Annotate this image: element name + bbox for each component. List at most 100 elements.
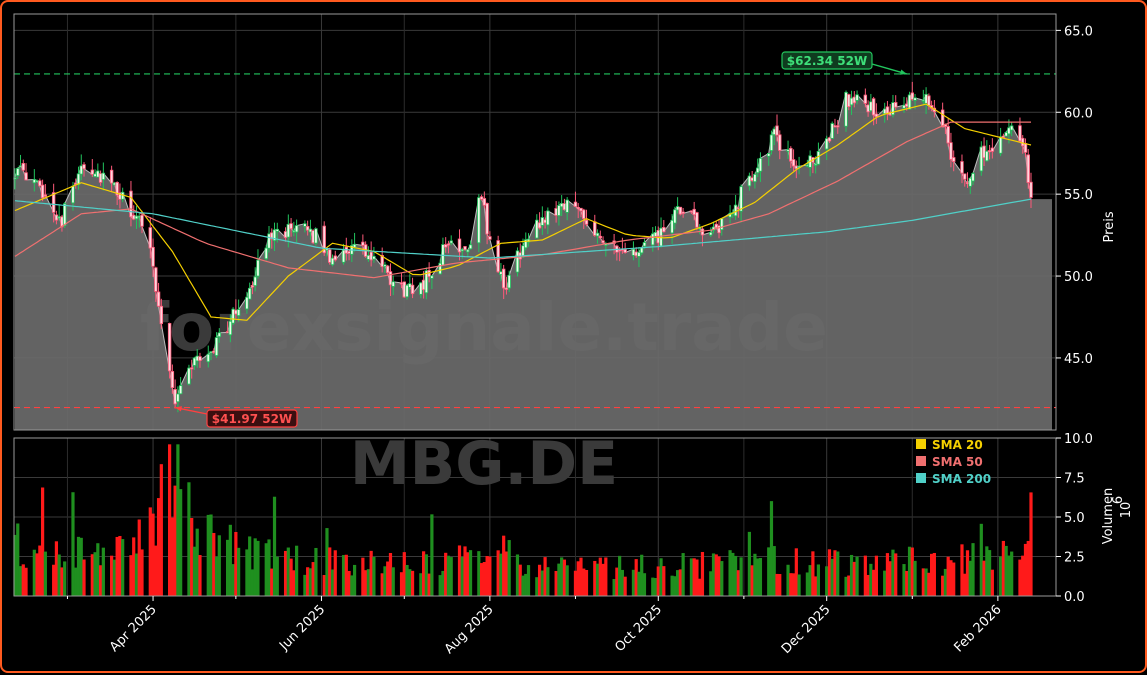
candle-body — [457, 238, 462, 253]
volume-bar — [352, 564, 357, 596]
volume-bar — [60, 567, 64, 596]
volume-bar — [63, 561, 67, 596]
candle-body — [292, 230, 296, 233]
candle-body — [57, 216, 61, 219]
candle-body — [446, 243, 451, 246]
candle-body — [347, 251, 351, 254]
volume-bar — [731, 552, 735, 596]
volume-bar — [424, 554, 428, 596]
candle-body — [844, 91, 848, 127]
candle-body — [582, 209, 586, 220]
volume-bar — [96, 543, 100, 596]
candle-body — [289, 223, 293, 230]
volume-bar — [295, 545, 299, 596]
volume-bar — [739, 557, 743, 596]
candle-body — [496, 240, 500, 273]
candle-body — [601, 240, 605, 244]
volume-bar — [714, 554, 718, 596]
volume-bar — [18, 566, 23, 596]
candle-body — [352, 243, 357, 248]
candle-body — [1007, 127, 1011, 135]
candle-body — [714, 223, 718, 229]
candle-body — [272, 229, 277, 241]
volume-bar — [888, 561, 892, 596]
candle-body — [855, 94, 859, 101]
volume-bar — [234, 531, 238, 596]
candle-body — [874, 113, 879, 118]
candle-body — [231, 308, 235, 324]
volume-bar — [874, 555, 878, 596]
candle-body — [921, 99, 926, 102]
candle-body — [869, 101, 873, 112]
candle-body — [79, 165, 83, 175]
candle-body — [178, 385, 183, 395]
volume-bar — [618, 555, 622, 596]
x-tick-label: Jun 2025 — [276, 602, 328, 654]
volume-bar — [963, 573, 967, 596]
volume-bar — [408, 569, 412, 596]
candle-body — [151, 246, 155, 267]
candle-body — [466, 249, 470, 253]
volume-bar — [979, 523, 983, 596]
candle-body — [595, 232, 600, 237]
volume-bar — [565, 565, 569, 596]
candle-body — [852, 96, 857, 104]
price-area — [15, 92, 1052, 431]
candle-body — [386, 265, 390, 274]
volume-bar — [410, 570, 415, 596]
volume-bar — [662, 566, 666, 596]
candle-body — [968, 177, 972, 187]
candle-body — [584, 219, 589, 225]
volume-bar — [965, 550, 970, 596]
volume-bar — [361, 557, 365, 596]
volume-bar — [112, 559, 116, 596]
candle-body — [399, 282, 404, 285]
volume-bar — [179, 489, 183, 596]
candle-body — [813, 163, 818, 166]
sma-line-sma50 — [14, 121, 1031, 279]
volume-bar — [952, 562, 956, 596]
volume-bar — [789, 573, 793, 596]
volume-bar — [303, 574, 307, 596]
volume-bar — [910, 547, 914, 596]
candle-body — [557, 205, 561, 216]
candle-body — [1018, 125, 1022, 142]
low-52w-label: $41.97 52W — [212, 412, 292, 426]
volume-bar — [932, 552, 936, 596]
candle-body — [747, 175, 752, 187]
volume-bar — [212, 532, 216, 596]
volume-bar — [833, 550, 837, 596]
volume-bar — [772, 546, 776, 596]
candle-body — [871, 98, 876, 116]
volume-bar — [1001, 540, 1005, 596]
x-tick-label: Apr 2025 — [107, 602, 160, 655]
candle-body — [866, 104, 870, 113]
volume-bar — [811, 551, 815, 596]
volume-bar — [689, 558, 694, 596]
candle-body — [863, 94, 868, 104]
volume-bar — [557, 563, 561, 596]
volume-bar — [74, 567, 78, 596]
volume-bar — [228, 524, 232, 596]
volume-bar — [192, 546, 197, 596]
candle-body — [170, 371, 175, 389]
volume-bar — [101, 547, 105, 596]
candle-body — [965, 182, 970, 185]
candle-body — [93, 173, 97, 177]
legend-swatch — [916, 456, 926, 466]
candle-body — [369, 251, 373, 261]
volume-bar — [214, 556, 219, 596]
candle-body — [305, 226, 310, 231]
candle-body — [372, 255, 376, 260]
volume-bar — [526, 565, 531, 596]
candle-body — [998, 136, 1003, 154]
volume-bar — [477, 551, 481, 596]
volume-tick-label: 5.0 — [1064, 511, 1085, 526]
candle-body — [675, 206, 680, 211]
volume-bar — [786, 564, 790, 596]
volume-bar — [388, 552, 393, 596]
volume-bar — [502, 535, 506, 596]
volume-bar — [275, 556, 279, 596]
volume-bar — [736, 570, 740, 596]
